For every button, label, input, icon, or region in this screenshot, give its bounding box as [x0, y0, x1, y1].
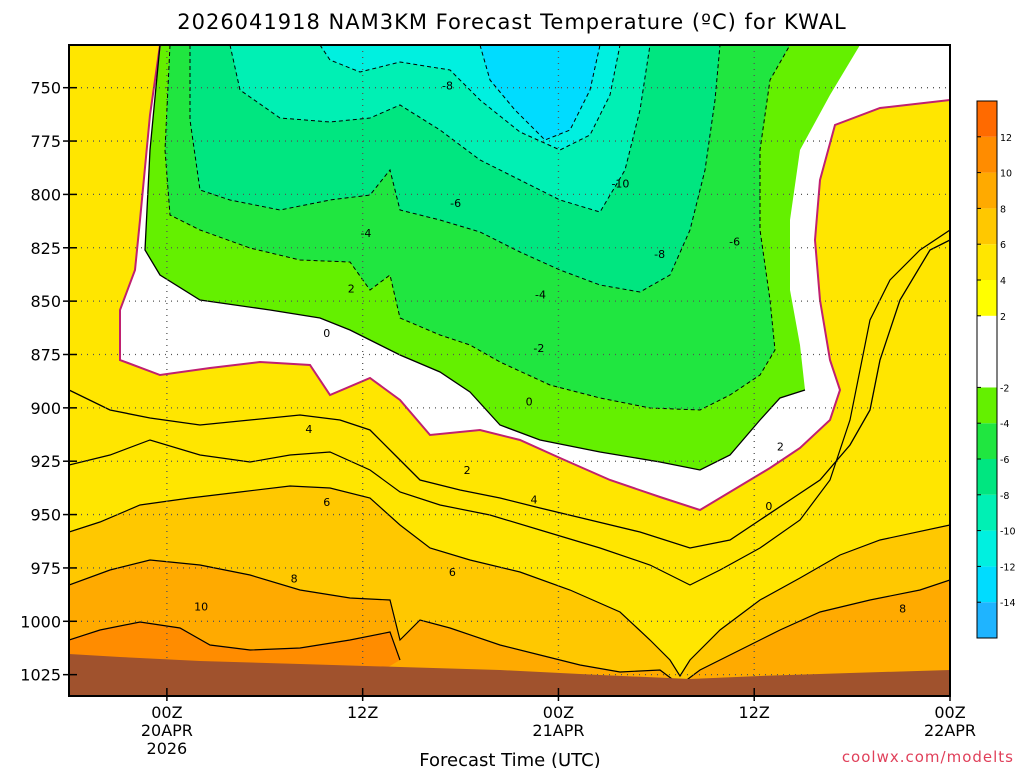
contour-label: -6 [729, 235, 740, 248]
colorbar-bin [977, 172, 997, 209]
colorbar-label: -8 [1000, 491, 1009, 502]
x-tick-label: 00Z [543, 703, 574, 722]
colorbar-bin [977, 136, 997, 173]
contour-line-2-warm [69, 239, 950, 549]
x-tick-label: 22APR [924, 721, 976, 740]
axis-ticks: 7507758008258508759009259509751000102500… [20, 79, 976, 758]
contour-line-neg12 [479, 45, 601, 141]
colorbar-label: -14 [1000, 598, 1016, 609]
x-tick-label: 12Z [347, 703, 378, 722]
contour-label: 6 [323, 496, 330, 509]
colorbar-frame [976, 100, 998, 639]
x-tick-label: 21APR [532, 721, 584, 740]
x-tick-label: 00Z [934, 703, 965, 722]
contour-line-2-cold [144, 45, 806, 471]
colorbar-bin [977, 387, 997, 424]
contour-label: 0 [765, 500, 772, 513]
contour-label: -8 [654, 248, 665, 261]
x-tick-label: 12Z [739, 703, 770, 722]
contour-line-8 [69, 559, 950, 686]
contour-line-6 [69, 485, 950, 678]
colorbar-label: 6 [1000, 240, 1006, 251]
colorbar-labels: 12 10 8 6 4 2 -2 -4 -6 -8 -10 -12 -14 [977, 133, 1016, 609]
contour-label: -4 [535, 289, 546, 302]
colorbar-label: -2 [1000, 383, 1009, 394]
contour-line-neg10 [319, 45, 621, 151]
colorbar-label: 2 [1000, 312, 1006, 323]
colorbar-bin [977, 280, 997, 316]
y-tick-label: 925 [30, 452, 61, 471]
credit-text: coolwx.com/modelts [842, 748, 1014, 766]
contour-label: 6 [449, 566, 456, 579]
contour-label: 2 [777, 440, 784, 453]
contour-label: -2 [533, 342, 544, 355]
y-tick-label: 825 [30, 239, 61, 258]
colorbar-label: 4 [1000, 276, 1006, 287]
colorbar-label: 12 [1000, 133, 1012, 144]
contour-label: 4 [305, 423, 312, 436]
colorbar-bin [977, 602, 997, 638]
y-tick-label: 1000 [20, 612, 61, 631]
x-tick-label: 00Z [151, 703, 182, 722]
colorbar-label: -12 [1000, 562, 1016, 573]
contour-label: 2 [464, 464, 471, 477]
contour-label: -8 [442, 80, 453, 93]
colorbar-bin [977, 315, 997, 388]
contour-line-10 [69, 621, 401, 661]
colorbar-label: -6 [1000, 455, 1009, 466]
band-fill-neg12-neg10 [480, 45, 600, 140]
x-axis-label: Forecast Time (UTC) [419, 750, 600, 768]
y-tick-label: 900 [30, 399, 61, 418]
contour-line-neg6 [189, 45, 721, 293]
y-tick-label: 750 [30, 79, 61, 98]
contour-label: 2 [348, 282, 355, 295]
colorbar-label: -10 [1000, 527, 1016, 538]
contour-line-0 [119, 45, 950, 512]
contour-label: 10 [194, 600, 208, 613]
colorbar-label: 10 [1000, 169, 1012, 180]
y-tick-label: 875 [30, 345, 61, 364]
chart-title: 2026041918 NAM3KM Forecast Temperature (… [177, 10, 847, 34]
colorbar-bin [977, 530, 997, 567]
y-tick-label: 775 [30, 132, 61, 151]
contour-label: 4 [530, 494, 537, 507]
contour-line-neg8 [229, 45, 651, 213]
contour-label: -6 [450, 197, 461, 210]
y-tick-label: 950 [30, 506, 61, 525]
contour-label: 8 [291, 573, 298, 586]
contour-line-4 [69, 229, 950, 586]
gridlines [69, 45, 950, 696]
contour-label: 8 [899, 602, 906, 615]
ground-fill [69, 654, 950, 696]
colorbar: 12 10 8 6 4 2 -2 -4 -6 -8 -10 -12 -14 [976, 100, 1016, 639]
colorbar-label: 8 [1000, 204, 1006, 215]
contour-label: -4 [360, 227, 371, 240]
contour-label: 0 [526, 395, 533, 408]
contour-label: -10 [611, 178, 629, 191]
contour-label: 0 [323, 327, 330, 340]
colorbar-bins [977, 101, 997, 638]
colorbar-bin [977, 208, 997, 245]
contour-label-bg [962, 288, 975, 301]
colorbar-bin [977, 566, 997, 603]
colorbar-label: -4 [1000, 419, 1009, 430]
contour-label: 4 [964, 289, 971, 302]
plot-frame [68, 44, 951, 697]
colorbar-bin [977, 423, 997, 459]
colorbar-bin [977, 101, 997, 137]
colorbar-bin [977, 459, 997, 495]
y-tick-label: 1025 [20, 666, 61, 685]
x-tick-label: 20APR [141, 721, 193, 740]
contour-label-bg [0, 215, 2, 228]
x-tick-label: 2026 [147, 739, 188, 758]
colorbar-bin [977, 244, 997, 280]
y-tick-label: 800 [30, 185, 61, 204]
colorbar-bin [977, 494, 997, 531]
y-tick-label: 850 [30, 292, 61, 311]
y-tick-label: 975 [30, 559, 61, 578]
